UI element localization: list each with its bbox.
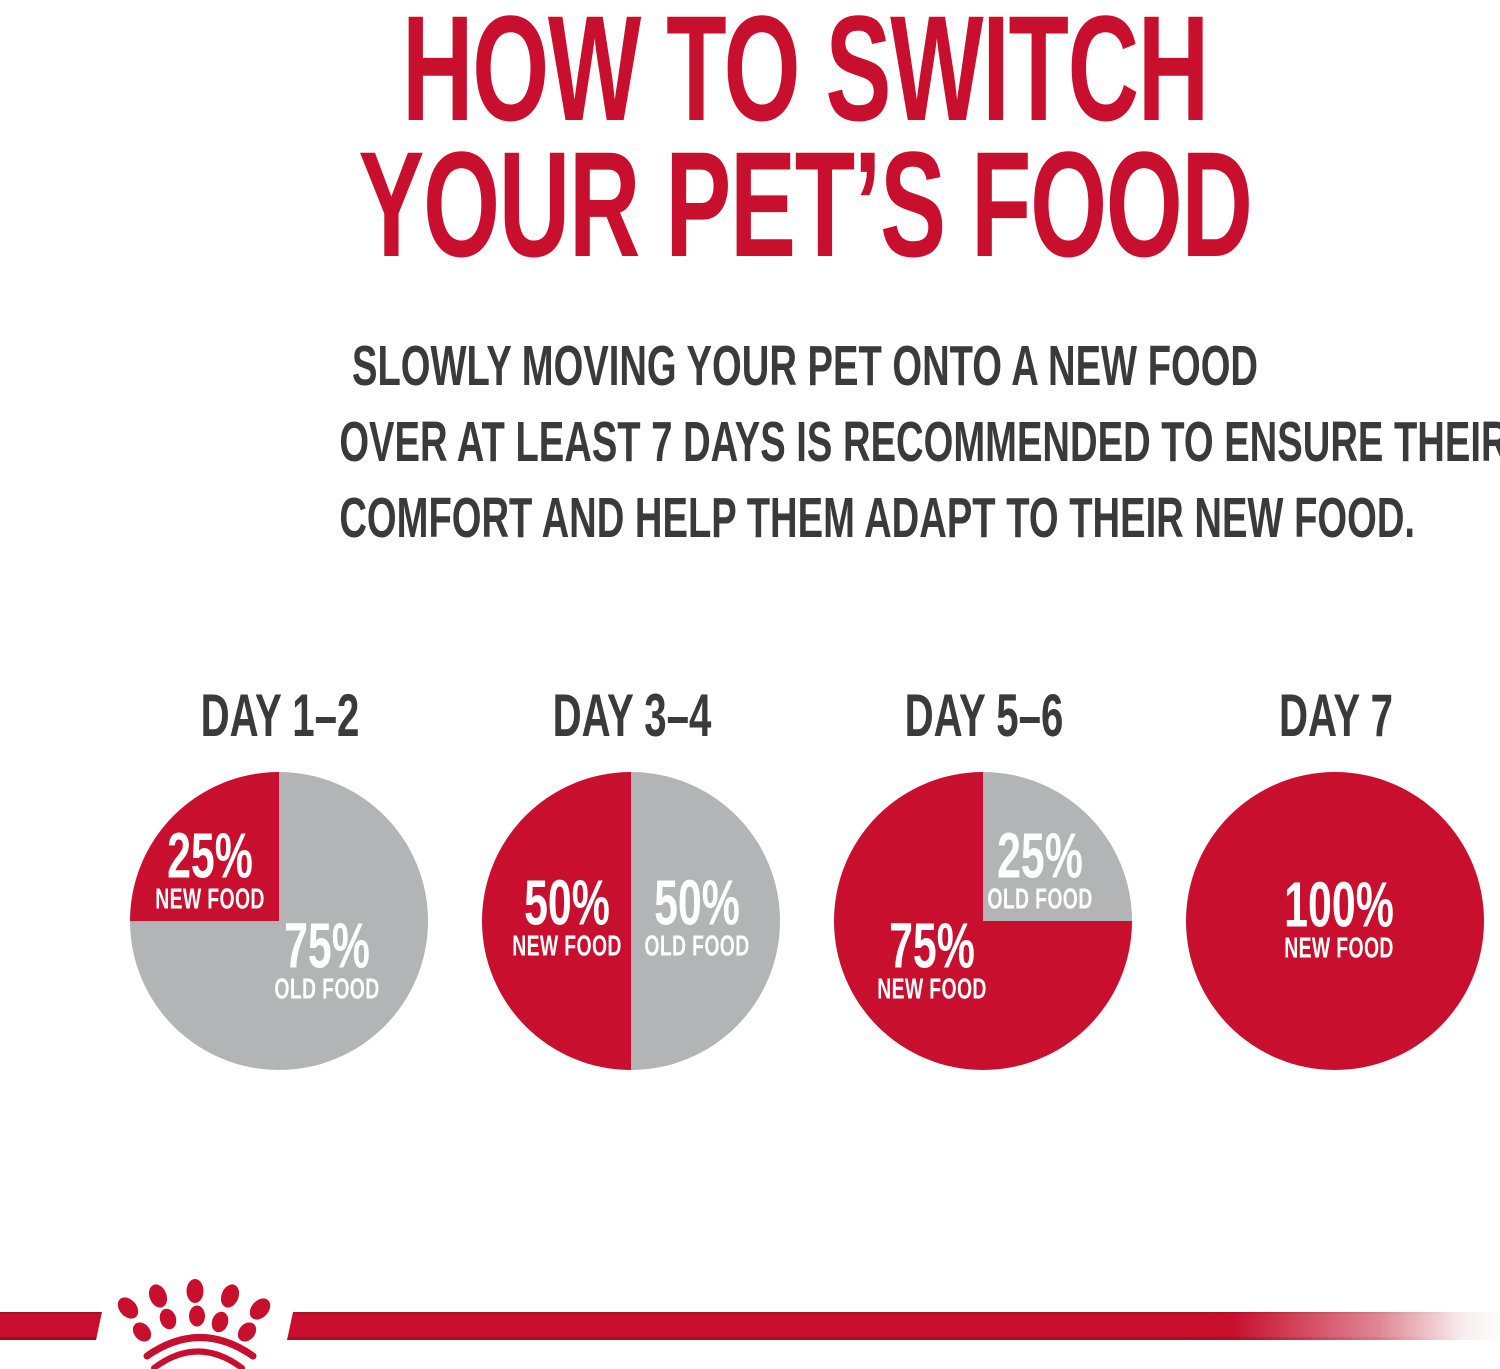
day-title-1-2: DAY 1–2 (130, 686, 430, 746)
page-title-line-2: YOUR PET’S FOOD (358, 120, 1253, 288)
new-food-slice-label: 75% NEW FOOD (851, 909, 1015, 1006)
day-title-3-4-text: DAY 3–4 (552, 682, 712, 749)
day-column-1-2: DAY 1–2 25% NEW FOOD 75% OLD FOOD (130, 686, 430, 1070)
pie-chart-day-3-4: 50% NEW FOOD 50% OLD FOOD (482, 772, 780, 1070)
old-food-name: OLD FOOD (643, 930, 750, 963)
old-food-percent: 75% (283, 909, 370, 982)
old-food-name: OLD FOOD (274, 973, 380, 1006)
brand-bar-left-segment (0, 1312, 102, 1340)
subtitle-line-3: COMFORT AND HELP THEM ADAPT TO THEIR NEW… (339, 486, 1416, 550)
old-food-percent: 25% (996, 819, 1083, 892)
new-food-percent: 50% (524, 866, 610, 939)
crown-arcs (143, 1334, 257, 1369)
new-food-name: NEW FOOD (1284, 932, 1395, 965)
day-title-5-6: DAY 5–6 (834, 686, 1134, 746)
crown-dots (117, 1279, 271, 1342)
page-title: HOW TO SWITCH YOUR PET’S FOOD (110, 0, 1500, 288)
transition-schedule-row: DAY 1–2 25% NEW FOOD 75% OLD FOOD DAY 3–… (130, 686, 1486, 1070)
brand-bar-right-segment (287, 1312, 1500, 1340)
page-subtitle: SLOWLY MOVING YOUR PET ONTO A NEW FOOD O… (110, 328, 1500, 556)
day-column-7: DAY 7 100% NEW FOOD (1186, 686, 1486, 1070)
crown-dot (211, 1311, 229, 1333)
subtitle-line-2: OVER AT LEAST 7 DAYS IS RECOMMENDED TO E… (339, 410, 1500, 474)
day-title-3-4: DAY 3–4 (482, 686, 782, 746)
crown-dot (117, 1297, 139, 1319)
old-food-name: OLD FOOD (986, 883, 1093, 916)
new-food-percent: 75% (889, 909, 976, 982)
new-food-slice-label: 25% NEW FOOD (129, 819, 293, 916)
new-food-percent: 100% (1284, 868, 1395, 941)
new-food-slice-label: 100% NEW FOOD (1258, 868, 1422, 965)
new-food-percent: 25% (167, 819, 254, 892)
day-title-1-2-text: DAY 1–2 (200, 682, 360, 749)
old-food-slice-label: 25% OLD FOOD (961, 819, 1118, 916)
pie-chart-day-7: 100% NEW FOOD (1186, 772, 1484, 1070)
crown-dot (220, 1284, 240, 1308)
new-food-name: NEW FOOD (155, 883, 266, 916)
crown-arc-upper (143, 1334, 257, 1360)
pie-chart-day-5-6: 25% OLD FOOD 75% NEW FOOD (834, 772, 1132, 1070)
royal-canin-crown-icon (117, 1279, 271, 1369)
day-column-5-6: DAY 5–6 25% OLD FOOD 75% NEW FOOD (834, 686, 1134, 1070)
new-food-name: NEW FOOD (512, 930, 622, 963)
day-title-5-6-text: DAY 5–6 (904, 682, 1064, 749)
crown-dot (249, 1298, 271, 1320)
crown-dot (148, 1284, 168, 1308)
new-food-slice-label: 50% NEW FOOD (485, 866, 649, 963)
crown-dot (132, 1322, 152, 1342)
day-title-7-text: DAY 7 (1278, 682, 1393, 749)
day-title-7: DAY 7 (1186, 686, 1486, 746)
day-column-3-4: DAY 3–4 50% NEW FOOD 50% OLD FOOD (482, 686, 782, 1070)
old-food-slice-label: 50% OLD FOOD (618, 866, 775, 963)
page-title-line-1: HOW TO SWITCH (402, 0, 1209, 152)
crown-dot (237, 1322, 257, 1342)
old-food-slice-label: 75% OLD FOOD (248, 909, 405, 1006)
new-food-name: NEW FOOD (877, 973, 988, 1006)
subtitle-line-1: SLOWLY MOVING YOUR PET ONTO A NEW FOOD (351, 334, 1259, 398)
crown-dot (189, 1305, 205, 1327)
crown-dot (186, 1279, 204, 1303)
old-food-percent: 50% (653, 866, 740, 939)
crown-arc-lower (151, 1348, 245, 1369)
crown-dot (159, 1308, 177, 1330)
pie-chart-day-1-2: 25% NEW FOOD 75% OLD FOOD (130, 772, 428, 1070)
